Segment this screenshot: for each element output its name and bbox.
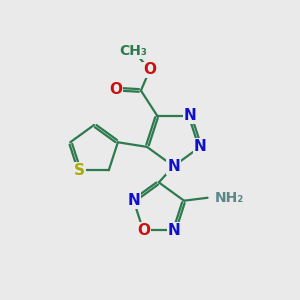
Text: O: O xyxy=(143,62,156,77)
Text: N: N xyxy=(168,223,181,238)
Text: N: N xyxy=(194,140,206,154)
Text: O: O xyxy=(110,82,122,97)
Text: O: O xyxy=(137,223,150,238)
Text: N: N xyxy=(184,108,196,123)
Text: NH₂: NH₂ xyxy=(215,191,244,205)
Text: CH₃: CH₃ xyxy=(120,44,148,58)
Text: N: N xyxy=(167,159,180,174)
Text: N: N xyxy=(127,193,140,208)
Text: S: S xyxy=(74,163,85,178)
